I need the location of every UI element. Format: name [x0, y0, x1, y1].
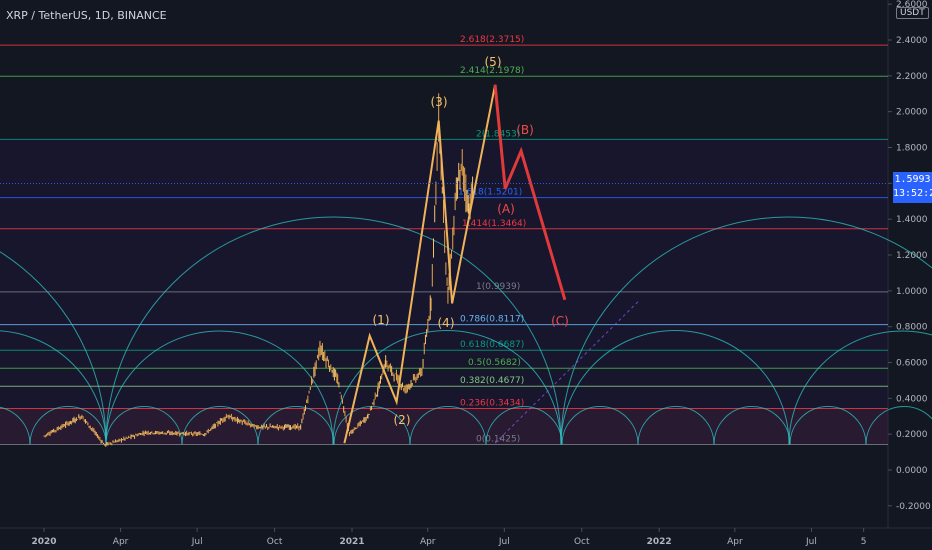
symbol-title[interactable]: XRP / TetherUS, 1D, BINANCE [6, 9, 167, 22]
y-axis-tick-label: 0.2000 [896, 430, 928, 440]
fib-level-label: 2(1.8453) [476, 129, 520, 139]
medium-cycle-arc [332, 330, 562, 445]
corrective-wave-line [493, 84, 567, 301]
currency-badge[interactable]: USDT [896, 7, 929, 19]
y-axis-tick-label: 0.0000 [896, 466, 928, 476]
small-cycle-arc [105, 405, 183, 445]
y-axis-tick-label: 2.2000 [896, 72, 928, 82]
fib-level-label: 0.236(0.3434) [460, 398, 524, 408]
wave-label: (2) [394, 413, 411, 427]
wave-label: (4) [438, 316, 455, 330]
projection-dashed-line [494, 299, 641, 444]
x-axis-tick-label: Oct [267, 537, 283, 547]
fibonacci-levels: 0(0.1425) 0.236(0.3434) 0.382(0.4677) 0.5(0… [0, 35, 888, 445]
x-axis-tick-label: Jul [191, 537, 203, 547]
small-cycle-arc [181, 405, 259, 445]
impulse-wave-line [343, 84, 497, 444]
fib-level-label: 0.5(0.5682) [468, 358, 521, 368]
small-cycle-arc [409, 405, 487, 445]
y-axis-tick-label: 2.6000 [896, 0, 928, 10]
fib-level-label: 1.618(1.5201) [458, 188, 522, 198]
small-cycle-arc [257, 405, 335, 445]
x-axis-tick-label: Apr [727, 537, 743, 547]
fib-level-label: 0.382(0.4677) [460, 376, 524, 386]
fib-level-label: 0(0.1425) [476, 434, 520, 444]
wave-labels: (1) (2) (3) (4) (5) (A) (B) (C) [373, 55, 569, 427]
small-cycle-arc [485, 405, 563, 445]
x-axis-tick-label: Apr [113, 537, 129, 547]
y-axis-tick-label: 0.6000 [896, 359, 928, 369]
y-axis-tick-label: 1.8000 [896, 144, 928, 154]
fib-level-label: 2.414(2.1978) [460, 66, 524, 76]
fib-level-label: 0.618(0.6687) [460, 340, 524, 350]
small-cycle-arc [789, 405, 867, 445]
fib-zone-shade-bottom [0, 408, 888, 445]
y-axis-tick-label: 1.2000 [896, 251, 928, 261]
small-cycle-arc [0, 406, 31, 445]
medium-cycle-arc [788, 330, 932, 445]
bar-countdown: 13:52:21 [893, 188, 932, 199]
y-axis-tick-label: 1.0000 [896, 287, 928, 297]
wave-label: (A) [497, 202, 515, 216]
wave-label: (1) [373, 313, 390, 327]
wave-label: (3) [431, 95, 448, 109]
y-axis-tick-label: 1.4000 [896, 215, 928, 225]
fib-level-label: 0.786(0.8117) [460, 315, 524, 325]
price-scale-background [888, 0, 932, 550]
fib-level-label: 1.414(1.3464) [462, 219, 526, 229]
large-cycle-arc [560, 216, 932, 445]
wave-label: (5) [485, 55, 502, 69]
medium-cycle-arc [0, 330, 107, 445]
large-cycle-arc [105, 216, 562, 445]
x-axis-tick-label: 5 [861, 537, 867, 547]
y-axis-tick-label: 0.8000 [896, 323, 928, 333]
small-cycle-arc [865, 405, 932, 445]
current-price-value: 1.5993 [894, 174, 931, 185]
wave-label: (B) [516, 123, 534, 137]
small-cycle-arc [637, 405, 715, 445]
x-axis-tick-label: 2021 [339, 537, 364, 547]
x-axis-tick-label: Jul [805, 537, 817, 547]
medium-cycle-arc [560, 330, 790, 445]
x-axis-tick-label: 2020 [31, 537, 56, 547]
small-cycle-arc [29, 405, 107, 445]
y-axis-tick-label: 2.4000 [896, 36, 928, 46]
x-axis-tick-label: Apr [420, 537, 436, 547]
y-axis-tick-label: 2.0000 [896, 108, 928, 118]
large-cycle-arc [0, 251, 107, 445]
small-cycle-arc [561, 405, 639, 445]
x-axis-tick-label: 2022 [647, 537, 672, 547]
x-axis-tick-label: Jul [498, 537, 510, 547]
small-cycle-arc [713, 405, 791, 445]
fib-level-label: 2.618(2.3715) [460, 35, 524, 45]
elliott-wave-lines [343, 84, 567, 444]
y-axis-tick-label: -0.2000 [896, 502, 931, 512]
y-axis-tick-label: 0.4000 [896, 394, 928, 404]
current-price-tag: 1.5993 13:52:21 [893, 172, 932, 203]
x-axis-tick-label: Oct [574, 537, 590, 547]
wave-label: (C) [551, 314, 569, 328]
medium-cycle-arc [105, 330, 334, 445]
